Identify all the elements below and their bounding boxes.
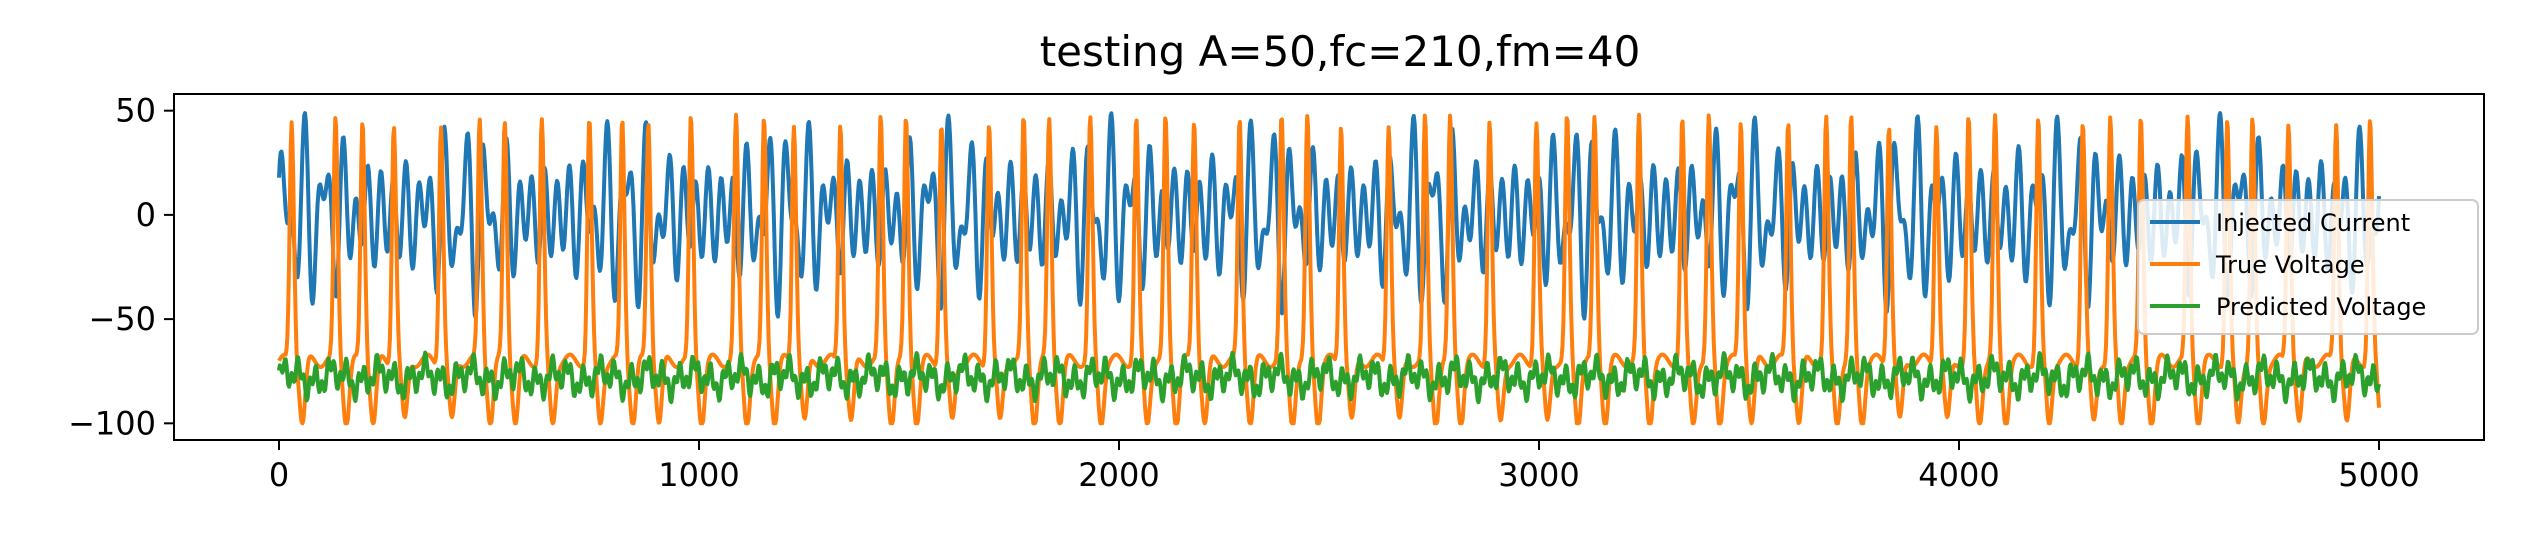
- series-injected-current-line: [277, 111, 2381, 321]
- x-axis: 0 1000 2000 3000 4000 5000: [269, 440, 2420, 494]
- legend-label-predicted-voltage: Predicted Voltage: [2216, 293, 2426, 321]
- y-tick-label: −50: [88, 300, 156, 338]
- legend: Injected Current True Voltage Predicted …: [2137, 199, 2479, 335]
- y-tick-label: 0: [136, 196, 156, 234]
- chart-title: testing A=50,fc=210,fm=40: [1040, 27, 1641, 76]
- x-tick-label: 5000: [2338, 456, 2419, 494]
- y-tick-label: −100: [68, 404, 156, 442]
- x-tick-label: 3000: [1498, 456, 1579, 494]
- plot-area-frame: [173, 93, 2485, 441]
- x-tick-label: 4000: [1918, 456, 1999, 494]
- plot-lines: [277, 111, 2381, 426]
- x-tick-label: 1000: [658, 456, 739, 494]
- series-predicted-voltage-line: [277, 350, 2381, 405]
- legend-label-injected-current: Injected Current: [2216, 209, 2410, 237]
- x-tick-label: 0: [269, 456, 289, 494]
- legend-label-true-voltage: True Voltage: [2215, 251, 2365, 279]
- x-tick-label: 2000: [1078, 456, 1159, 494]
- y-tick-label: 50: [115, 92, 156, 130]
- y-axis: 50 0 −50 −100: [68, 92, 174, 442]
- legend-box: [2137, 199, 2479, 335]
